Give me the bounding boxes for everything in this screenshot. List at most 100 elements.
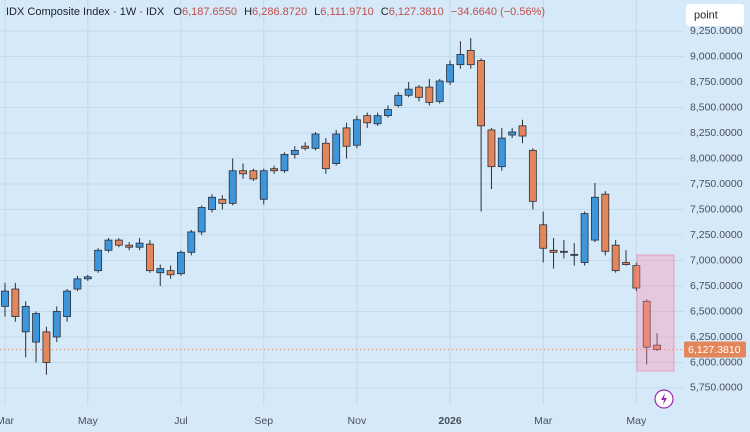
candle-body bbox=[446, 64, 454, 83]
y-tick-label: 7,250.0000 bbox=[690, 229, 743, 241]
candle-body bbox=[508, 131, 517, 136]
candle-body bbox=[94, 249, 103, 272]
candle-body bbox=[104, 239, 113, 251]
candles bbox=[1, 38, 661, 375]
candle-body bbox=[425, 86, 434, 103]
candle-body bbox=[259, 170, 268, 200]
lightning-icon bbox=[661, 393, 667, 405]
x-tick-label: May bbox=[626, 415, 647, 427]
candle-body bbox=[11, 288, 20, 317]
last-price-label: 6,127.3810 bbox=[688, 344, 741, 356]
y-tick-label: 7,750.0000 bbox=[690, 178, 743, 190]
candle-body bbox=[342, 127, 351, 147]
candle-body bbox=[487, 129, 496, 168]
y-tick-label: 6,250.0000 bbox=[690, 331, 743, 343]
candle-body bbox=[518, 125, 527, 137]
candle-body bbox=[404, 88, 413, 96]
candle-body bbox=[63, 290, 71, 317]
candle-body bbox=[135, 242, 144, 248]
candle-body bbox=[632, 265, 641, 289]
candle-body bbox=[580, 213, 589, 263]
x-tick-label: Nov bbox=[348, 415, 367, 427]
candle-body bbox=[42, 331, 51, 363]
candle-body bbox=[477, 60, 486, 127]
x-tick-label: Sep bbox=[254, 415, 273, 427]
candle-body bbox=[249, 170, 258, 180]
scale-button-label[interactable]: point bbox=[694, 9, 718, 21]
y-tick-label: 6,000.0000 bbox=[690, 356, 743, 368]
candle-body bbox=[208, 196, 216, 210]
candle-body bbox=[218, 198, 227, 204]
chart-title: IDX Composite Index · 1W · IDX bbox=[6, 6, 165, 18]
candle-body bbox=[549, 249, 558, 253]
ohlc-value: 6,127.3810 bbox=[389, 6, 444, 18]
candle-body bbox=[1, 290, 9, 307]
candle-body bbox=[363, 115, 372, 124]
last-price-tag bbox=[684, 341, 746, 358]
candle-body bbox=[125, 244, 134, 248]
candle-body bbox=[394, 94, 403, 106]
candle-body bbox=[642, 300, 651, 348]
y-tick-label: 8,750.0000 bbox=[690, 76, 743, 88]
candle-body bbox=[197, 207, 206, 233]
candle-body bbox=[435, 80, 444, 102]
price-axis: 5,750.0000 6,000.0000 6,250.0000 6,500.0000… bbox=[0, 25, 746, 427]
candle-body bbox=[415, 86, 423, 98]
x-tick-label: Mar bbox=[534, 415, 553, 427]
candle-body bbox=[611, 244, 620, 272]
x-tick-label: May bbox=[78, 415, 99, 427]
candle-body bbox=[456, 54, 465, 66]
scale-button[interactable] bbox=[686, 4, 744, 26]
candle-body bbox=[83, 276, 92, 280]
candle-body bbox=[166, 270, 175, 276]
candle-body bbox=[52, 311, 61, 338]
y-tick-label: 8,500.0000 bbox=[690, 101, 743, 113]
candle-body bbox=[73, 278, 82, 290]
y-tick-label: 6,500.0000 bbox=[690, 305, 743, 317]
ohlc-value: 6,286.8720 bbox=[252, 6, 307, 18]
candle-body bbox=[301, 145, 310, 149]
candle-body bbox=[228, 170, 237, 204]
header: IDX Composite Index · 1W · IDX O6,187.65… bbox=[6, 6, 545, 18]
candle-body bbox=[570, 253, 579, 256]
candle-body bbox=[653, 344, 661, 350]
grid bbox=[0, 0, 683, 405]
x-tick-label: 2026 bbox=[438, 415, 462, 427]
candle-body bbox=[539, 224, 548, 249]
candle-body bbox=[239, 170, 247, 175]
candle-body bbox=[622, 262, 630, 265]
candle-body bbox=[591, 196, 599, 241]
candle-body bbox=[114, 239, 123, 246]
candle-body bbox=[601, 193, 610, 252]
highlight-box bbox=[636, 254, 675, 372]
candle-body bbox=[352, 119, 361, 146]
candle-body bbox=[466, 49, 475, 66]
candle-body bbox=[321, 142, 330, 170]
y-tick-label: 8,000.0000 bbox=[690, 152, 743, 164]
candle-body bbox=[270, 168, 279, 172]
candle-body bbox=[560, 250, 568, 253]
candle-body bbox=[21, 305, 30, 333]
y-tick-label: 7,000.0000 bbox=[690, 254, 743, 266]
ohlc-key: C bbox=[381, 6, 389, 18]
candle-body bbox=[177, 251, 185, 275]
candle-body bbox=[290, 149, 299, 155]
y-tick-label: 9,000.0000 bbox=[690, 50, 743, 62]
candle-body bbox=[187, 231, 196, 253]
candle-body bbox=[528, 149, 537, 202]
y-tick-label: 8,250.0000 bbox=[690, 127, 743, 139]
candle-body bbox=[497, 137, 506, 168]
candle-body bbox=[384, 109, 392, 117]
candle-body bbox=[311, 133, 320, 149]
y-tick-label: 9,250.0000 bbox=[690, 25, 743, 37]
candle-body bbox=[373, 115, 382, 125]
candle-body bbox=[280, 154, 289, 172]
x-tick-label: Mar bbox=[0, 415, 15, 427]
change: −34.6640 (−0.56%) bbox=[451, 6, 545, 18]
candle-body bbox=[332, 133, 341, 164]
ohlc-key: O bbox=[173, 6, 182, 18]
candle-body bbox=[145, 243, 154, 272]
y-tick-label: 7,500.0000 bbox=[690, 203, 743, 215]
